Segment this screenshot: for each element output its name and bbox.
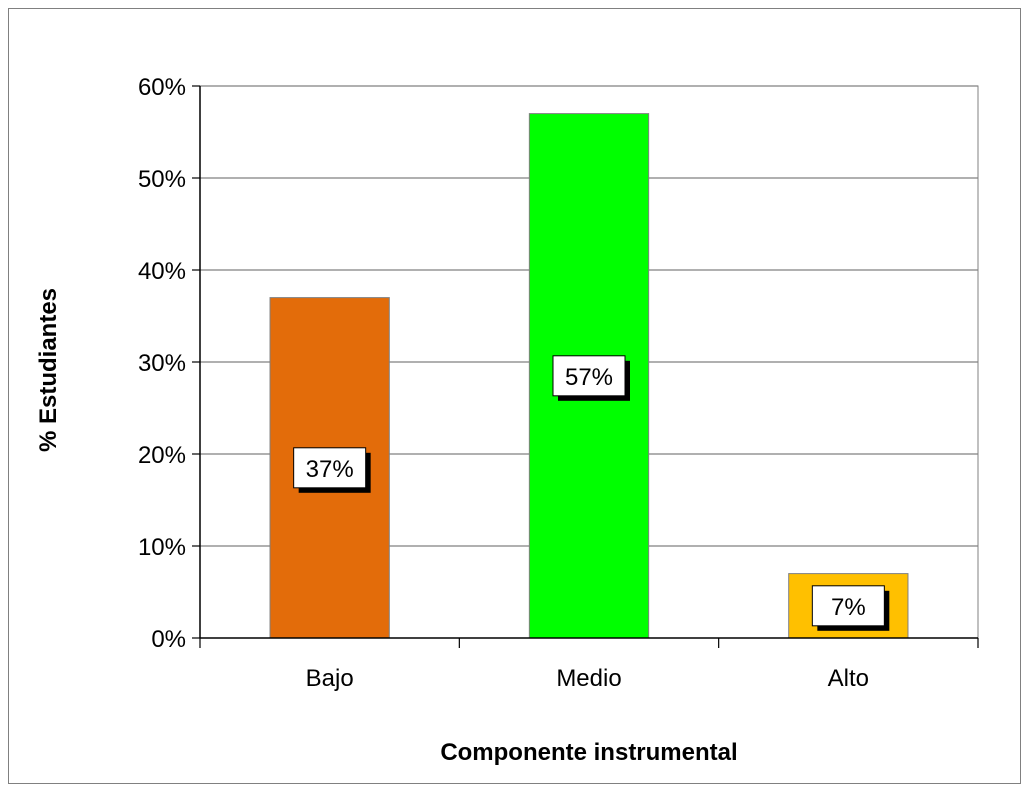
data-label-box <box>293 447 367 489</box>
y-tick-label: 40% <box>138 258 186 285</box>
data-label-box <box>811 585 885 627</box>
x-tick-label: Alto <box>828 665 869 692</box>
y-axis-title: % Estudiantes <box>35 288 62 452</box>
y-tick-label: 10% <box>138 534 186 561</box>
axes: 0% 10% 20% 30% 40% 50% 60% Bajo Medio Alto <box>138 74 979 692</box>
y-tick-label: 20% <box>138 442 186 469</box>
y-tick-label: 30% <box>138 350 186 377</box>
data-labels: 37% 57% 7% <box>293 355 890 631</box>
x-axis-title: Componente instrumental <box>440 739 737 766</box>
y-tick-label: 50% <box>138 166 186 193</box>
x-tick-label: Bajo <box>306 665 354 692</box>
y-tick-label: 60% <box>138 74 186 101</box>
y-tick-label: 0% <box>151 626 186 653</box>
data-label: 57% <box>565 364 613 391</box>
x-tick-label: Medio <box>556 665 621 692</box>
data-label: 37% <box>306 456 354 483</box>
data-label: 7% <box>831 594 866 621</box>
chart-frame <box>8 8 1021 784</box>
data-label-box <box>552 355 626 397</box>
